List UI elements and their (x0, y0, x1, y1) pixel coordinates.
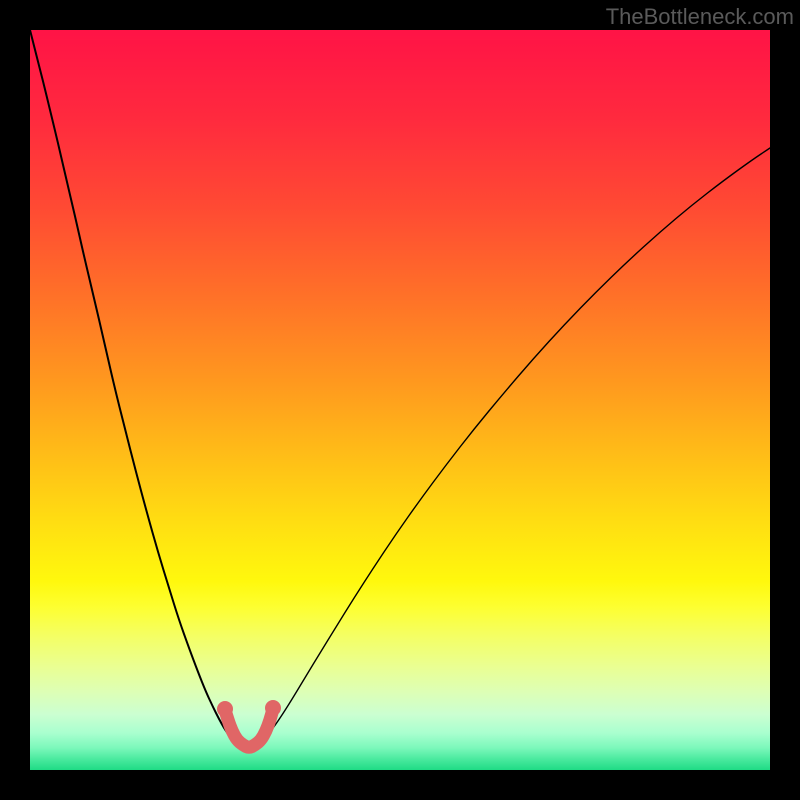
optimal-endpoint-marker-2 (265, 700, 281, 716)
optimal-endpoint-marker-1 (217, 701, 233, 717)
chart-frame: TheBottleneck.com (0, 0, 800, 800)
bottleneck-chart (0, 0, 800, 800)
gradient-background (30, 30, 770, 770)
watermark-text: TheBottleneck.com (606, 4, 794, 30)
